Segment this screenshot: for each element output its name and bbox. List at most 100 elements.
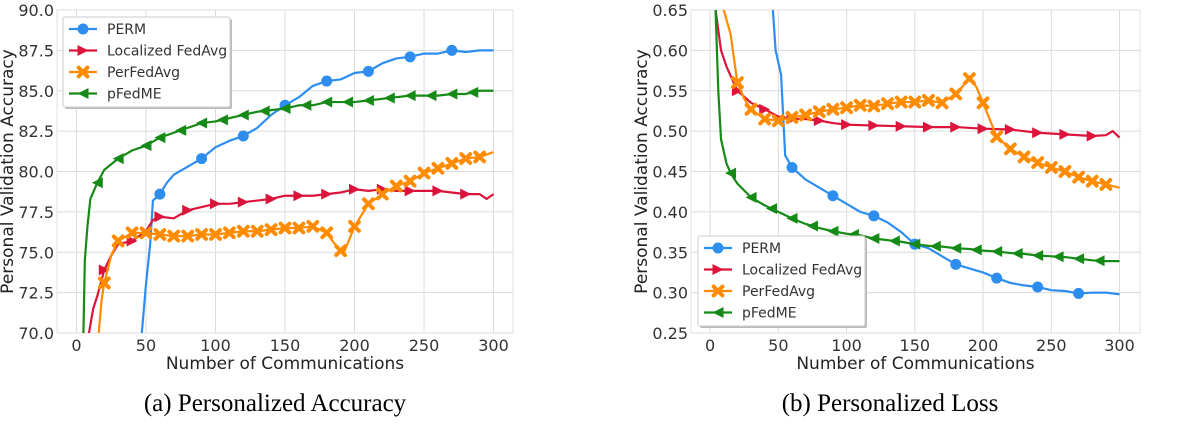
marker-perfedavg bbox=[908, 95, 922, 109]
legend-label-perm: PERM bbox=[742, 241, 781, 257]
legend-box bbox=[62, 16, 231, 108]
marker-perfedavg bbox=[125, 226, 139, 240]
marker-pfedme bbox=[175, 124, 187, 136]
marker-perfedavg bbox=[292, 221, 306, 235]
marker-pfedme bbox=[467, 86, 479, 98]
y-tick-label: 90.0 bbox=[18, 1, 54, 20]
y-tick-label: 0.30 bbox=[652, 284, 688, 303]
x-tick-label: 150 bbox=[900, 336, 931, 355]
marker-perfedavg bbox=[744, 102, 758, 116]
x-axis-label: Number of Communications bbox=[166, 354, 404, 374]
marker-perm bbox=[1032, 281, 1044, 293]
marker-localized-fedavg bbox=[182, 204, 194, 216]
y-tick-label: 80.0 bbox=[18, 163, 54, 182]
y-tick-label: 75.0 bbox=[18, 243, 54, 262]
marker-localized-fedavg bbox=[977, 123, 989, 135]
y-tick-label: 0.60 bbox=[652, 41, 688, 60]
marker-perfedavg bbox=[853, 98, 867, 112]
marker-perm bbox=[1073, 287, 1085, 299]
marker-pfedme bbox=[140, 140, 152, 152]
marker-perm bbox=[868, 210, 880, 222]
marker-localized-fedavg bbox=[432, 185, 444, 197]
marker-localized-fedavg bbox=[321, 188, 333, 200]
caption-loss: (b) Personalized Loss bbox=[782, 390, 999, 417]
marker-pfedme bbox=[1093, 255, 1105, 267]
marker-pfedme bbox=[279, 103, 291, 115]
marker-perfedavg bbox=[278, 221, 292, 235]
legend-label-localized-fedavg: Localized FedAvg bbox=[107, 44, 227, 60]
marker-perfedavg bbox=[111, 234, 125, 248]
marker-perfedavg bbox=[1085, 174, 1099, 188]
legend-label-pfedme: pFedME bbox=[107, 87, 162, 103]
x-tick-label: 50 bbox=[136, 336, 156, 355]
y-tick-label: 0.65 bbox=[652, 1, 688, 20]
marker-localized-fedavg bbox=[154, 211, 166, 223]
marker-perfedavg bbox=[1072, 170, 1085, 184]
marker-pfedme bbox=[91, 177, 103, 189]
legend-label-pfedme: pFedME bbox=[742, 306, 797, 322]
marker-localized-fedavg bbox=[1032, 127, 1044, 139]
marker-pfedme bbox=[827, 225, 839, 237]
marker-perfedavg bbox=[785, 110, 799, 124]
legend-marker-localized-fedavg bbox=[712, 264, 724, 275]
marker-perfedavg bbox=[1058, 165, 1072, 178]
marker-perm bbox=[237, 130, 249, 142]
marker-pfedme bbox=[725, 167, 737, 179]
x-tick-label: 250 bbox=[409, 336, 440, 355]
marker-pfedme bbox=[950, 242, 962, 254]
x-tick-label: 0 bbox=[705, 336, 715, 355]
y-tick-label: 0.25 bbox=[652, 324, 688, 343]
caption-accuracy: (a) Personalized Accuracy bbox=[144, 390, 407, 417]
marker-localized-fedavg bbox=[950, 121, 962, 133]
marker-perm bbox=[404, 51, 416, 63]
marker-pfedme bbox=[237, 109, 249, 121]
y-tick-label: 0.50 bbox=[652, 122, 688, 141]
x-axis-label: Number of Communications bbox=[796, 354, 1034, 374]
series-line-perm bbox=[771, 10, 1120, 296]
marker-perfedavg bbox=[362, 197, 375, 211]
marker-pfedme bbox=[970, 244, 982, 256]
marker-pfedme bbox=[196, 117, 208, 129]
legend-marker-perm bbox=[712, 242, 724, 254]
marker-perfedavg bbox=[731, 76, 744, 90]
marker-perfedavg bbox=[250, 224, 264, 238]
marker-perfedavg bbox=[431, 161, 445, 175]
marker-localized-fedavg bbox=[293, 190, 305, 202]
legend: PERM Localized FedAvg PerFedAvg pFedME bbox=[62, 16, 232, 109]
marker-perm bbox=[362, 65, 374, 77]
y-tick-label: 82.5 bbox=[18, 122, 54, 141]
marker-localized-fedavg bbox=[265, 193, 277, 205]
marker-perfedavg bbox=[181, 229, 195, 243]
marker-perfedavg bbox=[209, 228, 222, 241]
marker-perfedavg bbox=[812, 105, 826, 119]
y-tick-label: 0.45 bbox=[652, 163, 688, 182]
marker-perfedavg bbox=[771, 114, 785, 128]
legend: PERM Localized FedAvg PerFedAvg pFedME bbox=[697, 235, 867, 328]
marker-perfedavg bbox=[867, 99, 881, 113]
y-tick-label: 0.55 bbox=[652, 82, 688, 101]
marker-perfedavg bbox=[236, 224, 250, 238]
marker-pfedme bbox=[929, 240, 941, 252]
marker-perfedavg bbox=[976, 96, 990, 110]
marker-pfedme bbox=[991, 245, 1003, 257]
marker-pfedme bbox=[404, 90, 416, 102]
marker-perm bbox=[154, 188, 166, 200]
marker-pfedme bbox=[1052, 251, 1064, 263]
marker-localized-fedavg bbox=[460, 188, 472, 200]
y-tick-label: 72.5 bbox=[18, 284, 54, 303]
marker-perfedavg bbox=[894, 95, 908, 109]
marker-pfedme bbox=[786, 212, 798, 224]
marker-perfedavg bbox=[881, 97, 894, 111]
marker-perfedavg bbox=[306, 220, 320, 233]
marker-localized-fedavg bbox=[922, 121, 934, 133]
accuracy-chart: 0 50 100 150 200 250 300 70.0 72.5 75.0 77.5 80.0 82… bbox=[0, 1, 514, 374]
marker-localized-fedavg bbox=[1086, 130, 1098, 142]
marker-perfedavg bbox=[195, 228, 208, 241]
x-tick-label: 50 bbox=[768, 336, 788, 355]
marker-pfedme bbox=[909, 238, 921, 250]
marker-pfedme bbox=[1032, 249, 1044, 261]
marker-pfedme bbox=[425, 90, 437, 102]
series-group bbox=[714, 10, 1121, 299]
series-group bbox=[82, 44, 495, 333]
